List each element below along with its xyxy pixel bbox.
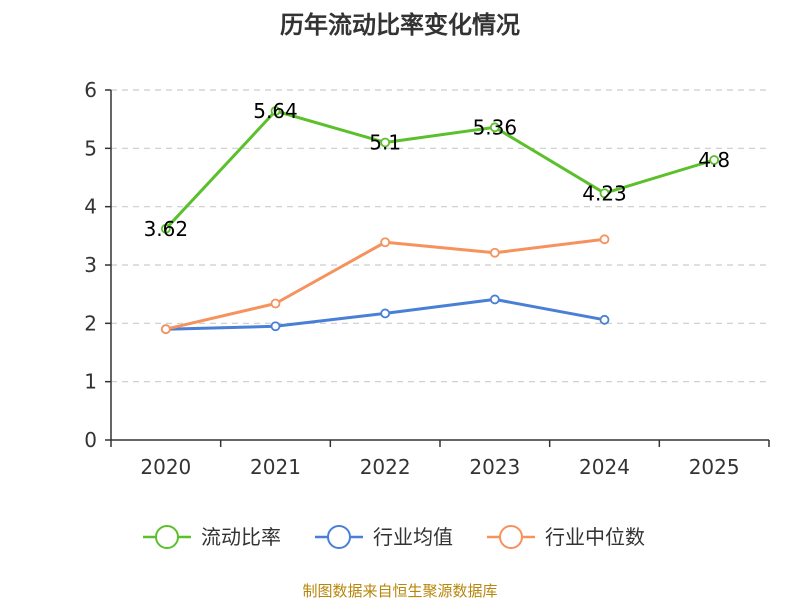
data-point xyxy=(380,237,391,248)
data-label: 5.64 xyxy=(253,99,298,123)
x-tick-label: 2023 xyxy=(469,455,520,479)
x-tick-label: 2020 xyxy=(140,455,191,479)
x-tick-label: 2024 xyxy=(579,455,630,479)
data-point xyxy=(380,308,391,319)
legend-item-1[interactable]: 行业均值 xyxy=(315,525,453,549)
chart-title: 历年流动比率变化情况 xyxy=(280,11,520,39)
y-tick-label: 4 xyxy=(84,195,97,219)
data-point xyxy=(489,122,500,133)
data-point xyxy=(489,294,500,305)
data-point xyxy=(599,234,610,245)
legend-marker xyxy=(499,525,523,549)
data-label: 4.23 xyxy=(582,181,627,205)
legend-marker xyxy=(327,525,351,549)
x-tick-label: 2022 xyxy=(360,455,411,479)
data-label: 5.1 xyxy=(369,131,401,155)
data-labels: 3.62 5.64 5.1 5.36 4.23 4.8 xyxy=(144,99,731,241)
data-point xyxy=(270,298,281,309)
data-point xyxy=(709,155,720,165)
data-point xyxy=(270,321,281,332)
y-tick-label: 5 xyxy=(84,136,97,160)
legend-item-0[interactable]: 流动比率 xyxy=(143,525,281,549)
series-line-0 xyxy=(164,109,715,230)
data-point xyxy=(160,324,171,335)
data-label: 3.62 xyxy=(144,217,189,241)
data-point xyxy=(599,314,610,325)
data-label: 5.36 xyxy=(473,115,518,139)
data-point xyxy=(270,106,281,116)
legend-label: 流动比率 xyxy=(201,525,281,549)
data-label: 4.8 xyxy=(698,148,730,172)
y-tick-label: 6 xyxy=(84,78,97,102)
legend-marker xyxy=(155,525,179,549)
y-tick-label: 1 xyxy=(84,370,97,394)
axes: 0 1 2 3 4 5 6 2020 2021 2022 2023 2024 2025 xyxy=(84,78,770,479)
y-tick-label: 2 xyxy=(84,311,97,335)
legend-label: 行业均值 xyxy=(373,525,453,549)
data-point xyxy=(380,137,391,148)
data-point xyxy=(489,247,500,258)
data-point xyxy=(599,188,610,199)
y-tick-label: 3 xyxy=(84,253,97,277)
x-tick-label: 2021 xyxy=(250,455,301,479)
legend-item-2[interactable]: 行业中位数 xyxy=(487,525,645,549)
data-point xyxy=(160,223,171,234)
series-group xyxy=(160,106,720,335)
y-tick-label: 0 xyxy=(84,428,97,452)
legend-label: 行业中位数 xyxy=(545,525,645,549)
source-text: 制图数据来自恒生聚源数据库 xyxy=(302,582,497,600)
legend[interactable]: 流动比率 行业均值 行业中位数 xyxy=(143,525,645,549)
x-tick-label: 2025 xyxy=(689,455,740,479)
